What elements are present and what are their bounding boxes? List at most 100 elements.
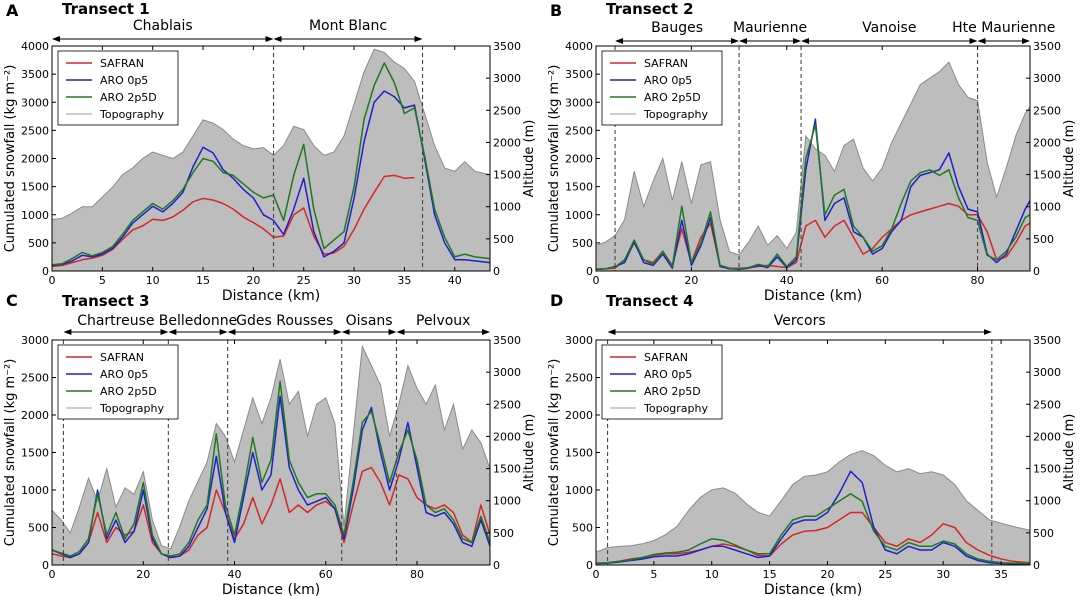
legend-label-aro-2p5d-d: ARO 2p5D <box>644 385 701 398</box>
legend-c: SAFRAN ARO 0p5 ARO 2p5D Topography <box>57 344 179 420</box>
y-tick-label-c-2500: 2500 <box>21 372 49 385</box>
y-tick-label-a-3500: 3500 <box>21 68 49 81</box>
y-tick-label-b-1000: 1000 <box>565 209 593 222</box>
legend-label-safran-a: SAFRAN <box>100 57 144 70</box>
y2-tick-label-b-3500: 3500 <box>1033 40 1061 53</box>
y2-tick-label-d-0: 0 <box>1033 559 1040 572</box>
y-tick-label-c-0: 0 <box>42 559 49 572</box>
y-tick-label-a-0: 0 <box>42 265 49 278</box>
legend-b: SAFRAN ARO 0p5 ARO 2p5D Topography <box>601 50 723 126</box>
y-tick-label-d-500: 500 <box>572 522 593 535</box>
x-tick-label-d-0: 0 <box>593 568 600 581</box>
y2-tick-label-b-1500: 1500 <box>1033 169 1061 182</box>
y-tick-label-c-2000: 2000 <box>21 409 49 422</box>
x-tick-label-a-40: 40 <box>448 274 462 287</box>
series-line-aro-0p5-d <box>596 470 1030 565</box>
y2-tick-label-c-1000: 1000 <box>493 495 521 508</box>
x-tick-label-d-10: 10 <box>705 568 719 581</box>
x-tick-label-c-80: 80 <box>410 568 424 581</box>
legend-label-topography-b: Topography <box>643 108 708 121</box>
region-label-b-2: Maurienne <box>733 20 807 36</box>
y2-tick-label-d-1000: 1000 <box>1033 495 1061 508</box>
x-tick-label-d-15: 15 <box>763 568 777 581</box>
y2-tick-label-b-2500: 2500 <box>1033 104 1061 117</box>
legend-label-aro-0p5-c: ARO 0p5 <box>100 368 148 381</box>
y2-axis-label-d: Altitude (m) <box>1062 414 1077 492</box>
y-tick-label-b-0: 0 <box>586 265 593 278</box>
series-line-aro-0p5-b <box>596 118 1030 271</box>
panel-b: B Transect 2 0 20 40 60 80 0 500 1000 1500 2000 2500… <box>547 0 1077 304</box>
y-tick-label-b-2000: 2000 <box>565 153 593 166</box>
y-tick-label-a-2000: 2000 <box>21 153 49 166</box>
y-tick-label-c-500: 500 <box>28 522 49 535</box>
y2-tick-label-d-500: 500 <box>1033 527 1054 540</box>
legend-label-safran-c: SAFRAN <box>100 351 144 364</box>
series-line-safran-d <box>596 511 1030 565</box>
region-label-c-4: Oisans <box>346 313 393 329</box>
x-axis-label-c: Distance (km) <box>222 582 320 596</box>
region-label-d-1: Vercors <box>774 313 826 329</box>
series-line-aro-0p5-c <box>52 395 490 559</box>
x-tick-label-b-0: 0 <box>593 274 600 287</box>
x-tick-label-b-20: 20 <box>684 274 698 287</box>
y-tick-label-b-4000: 4000 <box>565 40 593 53</box>
region-label-c-1: Chartreuse <box>77 313 154 329</box>
legend-label-safran-d: SAFRAN <box>644 351 688 364</box>
legend-label-aro-0p5-d: ARO 0p5 <box>644 368 692 381</box>
y-tick-label-d-1000: 1000 <box>565 484 593 497</box>
legend-label-topography-c: Topography <box>99 402 164 415</box>
series-line-aro-0p5-a <box>52 90 490 267</box>
x-tick-label-c-20: 20 <box>136 568 150 581</box>
series-line-aro-2p5d-d <box>596 493 1030 565</box>
y-tick-label-b-500: 500 <box>572 237 593 250</box>
y-tick-label-d-3000: 3000 <box>565 334 593 347</box>
topography-area-d <box>596 450 1030 565</box>
y2-tick-label-d-3000: 3000 <box>1033 366 1061 379</box>
x-tick-label-d-5: 5 <box>650 568 657 581</box>
y2-tick-label-a-2500: 2500 <box>493 104 521 117</box>
y2-tick-label-b-500: 500 <box>1033 233 1054 246</box>
y2-tick-label-a-500: 500 <box>493 233 514 246</box>
x-tick-label-d-25: 25 <box>878 568 892 581</box>
region-label-b-3: Vanoise <box>862 20 916 36</box>
x-axis-label-b: Distance (km) <box>764 288 862 304</box>
y2-tick-label-a-3500: 3500 <box>493 40 521 53</box>
y-tick-label-b-3000: 3000 <box>565 96 593 109</box>
legend-label-aro-0p5-b: ARO 0p5 <box>644 74 692 87</box>
y-tick-label-a-1000: 1000 <box>21 209 49 222</box>
y2-tick-label-b-3000: 3000 <box>1033 72 1061 85</box>
y2-tick-label-a-0: 0 <box>493 265 500 278</box>
region-label-a-2: Mont Blanc <box>309 18 387 34</box>
y-tick-label-c-1000: 1000 <box>21 484 49 497</box>
y2-axis-label-c: Altitude (m) <box>522 414 537 492</box>
region-label-b-4: Hte Maurienne <box>952 20 1055 36</box>
x-axis-label-d: Distance (km) <box>764 582 862 596</box>
x-tick-label-a-5: 5 <box>99 274 106 287</box>
plot-area-a <box>52 48 490 271</box>
legend-a: SAFRAN ARO 0p5 ARO 2p5D Topography <box>57 50 179 126</box>
legend-label-safran-b: SAFRAN <box>644 57 688 70</box>
y-tick-label-a-1500: 1500 <box>21 181 49 194</box>
y-tick-label-d-0: 0 <box>586 559 593 572</box>
x-tick-label-a-25: 25 <box>297 274 311 287</box>
y-tick-label-a-2500: 2500 <box>21 124 49 137</box>
panel-title-b: Transect 2 <box>606 0 694 18</box>
y2-tick-label-a-3000: 3000 <box>493 72 521 85</box>
x-tick-label-d-30: 30 <box>936 568 950 581</box>
region-label-c-3: Gdes Rousses <box>236 313 333 329</box>
x-tick-label-b-60: 60 <box>875 274 889 287</box>
legend-label-aro-2p5d-b: ARO 2p5D <box>644 91 701 104</box>
series-line-aro-2p5d-c <box>52 380 490 557</box>
y2-tick-label-a-2000: 2000 <box>493 136 521 149</box>
y-tick-label-a-3000: 3000 <box>21 96 49 109</box>
plot-area-b <box>596 61 1030 271</box>
y2-tick-label-d-1500: 1500 <box>1033 463 1061 476</box>
y2-tick-label-c-3000: 3000 <box>493 366 521 379</box>
panel-title-d: Transect 4 <box>606 292 694 310</box>
y-axis-label-a: Cumulated snowfall (kg m⁻²) <box>3 65 18 253</box>
y-tick-label-b-3500: 3500 <box>565 68 593 81</box>
y-axis-label-b: Cumulated snowfall (kg m⁻²) <box>547 65 562 253</box>
legend-label-aro-0p5-a: ARO 0p5 <box>100 74 148 87</box>
panel-title-a: Transect 1 <box>62 0 150 18</box>
y2-tick-label-b-0: 0 <box>1033 265 1040 278</box>
